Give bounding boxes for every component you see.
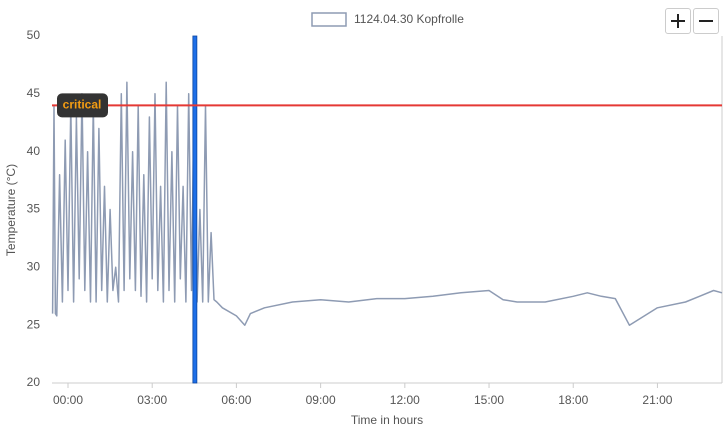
y-tick-label: 25	[27, 317, 41, 331]
zoom-out-button[interactable]	[693, 8, 719, 34]
y-tick-label: 40	[27, 144, 41, 158]
threshold-label-box	[57, 93, 108, 118]
y-axis-label: Temperature (°C)	[4, 164, 18, 256]
zoom-in-button[interactable]	[665, 8, 691, 34]
x-tick-label: 09:00	[306, 393, 336, 407]
threshold-label: critical	[63, 98, 102, 112]
x-tick-label: 03:00	[137, 393, 167, 407]
cursor-band	[192, 35, 198, 384]
x-tick-label: 06:00	[221, 393, 251, 407]
x-tick-label: 18:00	[558, 393, 588, 407]
data-line	[51, 81, 723, 326]
legend-swatch	[311, 12, 347, 27]
zoom-out-icon	[699, 20, 713, 22]
y-tick-label: 20	[27, 375, 41, 389]
x-tick-label: 12:00	[390, 393, 420, 407]
y-tick-label: 35	[27, 202, 41, 216]
x-axis-label: Time in hours	[351, 413, 423, 427]
zoom-in-icon	[671, 14, 685, 28]
y-tick-label: 30	[27, 260, 41, 274]
x-tick-label: 21:00	[642, 393, 672, 407]
x-tick-label: 00:00	[53, 393, 83, 407]
legend-label[interactable]: 1124.04.30 Kopfrolle	[354, 12, 464, 26]
y-tick-label: 45	[27, 86, 41, 100]
y-tick-label: 50	[27, 28, 41, 42]
x-tick-label: 15:00	[474, 393, 504, 407]
